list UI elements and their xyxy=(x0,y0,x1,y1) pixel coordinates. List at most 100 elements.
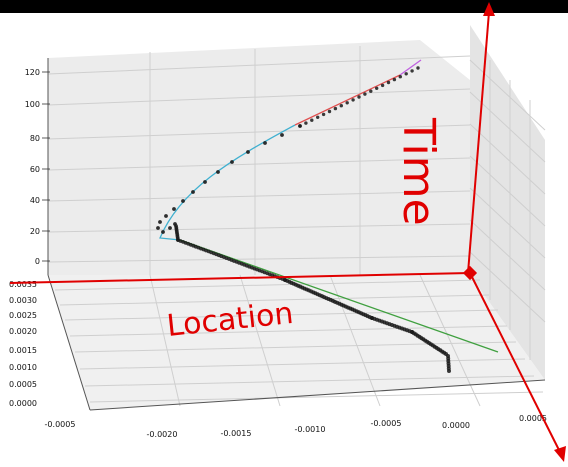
grid-h-3 xyxy=(47,157,471,171)
grid-r-4 xyxy=(469,187,546,259)
top-bar xyxy=(0,0,568,13)
location-axis-line xyxy=(9,272,471,284)
tick-label-y-2: 0.0025 xyxy=(9,311,37,320)
grid-fv-2 xyxy=(329,274,381,407)
point-curve-7 xyxy=(191,190,195,194)
point-curve-12 xyxy=(156,226,160,230)
tick-label-time-2: 80 xyxy=(30,134,40,143)
point-curve-8 xyxy=(181,199,185,203)
point-upper-10 xyxy=(357,95,361,99)
tick-label-x-1: -0.0020 xyxy=(147,430,178,439)
time-axis-arrow-line xyxy=(467,11,490,274)
time-axis-arrowhead xyxy=(483,2,495,16)
grid-h-1 xyxy=(47,88,471,106)
tick-label-y-3: 0.0020 xyxy=(9,327,37,336)
grid-r-3 xyxy=(469,155,546,227)
point-upper-0 xyxy=(416,66,420,70)
tick-labels: 120 100 80 60 40 20 0 0.0035 0.0030 0.0025 0.0020 0… xyxy=(9,68,547,439)
gridlines xyxy=(47,46,546,411)
point-tail-6 xyxy=(447,369,451,373)
point-upper-7 xyxy=(375,86,379,91)
fit-line-magenta xyxy=(399,59,422,76)
data-points xyxy=(156,66,451,373)
point-upper-3 xyxy=(398,75,402,79)
tick-label-y-1: 0.0030 xyxy=(9,296,37,305)
point-upper-12 xyxy=(345,101,349,105)
tick-label-time-5: 20 xyxy=(30,227,40,236)
fit-line-red xyxy=(294,74,401,126)
tick-label-time-3: 60 xyxy=(30,165,40,174)
x-axis-edge xyxy=(89,379,546,411)
grid-f-2 xyxy=(64,309,499,321)
point-upper-11 xyxy=(351,98,355,102)
point-upper-8 xyxy=(369,89,373,93)
point-curve-1 xyxy=(280,133,284,137)
point-upper-17 xyxy=(316,115,320,120)
point-upper-1 xyxy=(410,69,414,73)
grid-f-1 xyxy=(59,294,490,306)
point-curve-6 xyxy=(203,180,207,184)
tick-label-x-3: -0.0010 xyxy=(295,425,326,434)
point-curve-5 xyxy=(216,170,220,174)
fit-line-green xyxy=(179,239,499,353)
depth-axis-arrowhead xyxy=(554,446,566,462)
grid-r-5 xyxy=(469,219,546,291)
point-curve-0 xyxy=(298,124,302,128)
tick-label-y-5: 0.0010 xyxy=(9,363,37,372)
grid-h-6 xyxy=(47,255,471,263)
grid-fv-1 xyxy=(239,274,281,407)
point-upper-5 xyxy=(386,80,391,85)
back-pane xyxy=(48,40,545,380)
grid-r-0 xyxy=(469,59,546,131)
tick-label-y-4: 0.0015 xyxy=(9,346,37,355)
point-upper-2 xyxy=(404,72,408,76)
origin-marker xyxy=(462,265,478,281)
y-axis-edge xyxy=(47,274,91,411)
point-curve-10 xyxy=(164,214,168,218)
point-curve-4 xyxy=(230,160,234,164)
grid-f-3 xyxy=(69,325,508,337)
point-curve-11 xyxy=(158,220,162,224)
point-curve-14 xyxy=(168,226,172,230)
grid-r-6 xyxy=(469,251,546,323)
point-upper-14 xyxy=(333,106,338,111)
point-upper-4 xyxy=(392,77,397,82)
point-upper-6 xyxy=(380,83,385,88)
tick-label-time-4: 40 xyxy=(30,196,40,205)
grid-f-4 xyxy=(74,341,517,353)
tick-label-y-7: 0.0000 xyxy=(9,399,37,408)
right-pane xyxy=(470,25,545,380)
time-annotation: Time xyxy=(393,117,444,226)
grid-h-0 xyxy=(47,55,471,75)
point-curve-2 xyxy=(263,141,267,145)
point-upper-9 xyxy=(363,92,367,96)
point-upper-19 xyxy=(304,121,308,125)
point-upper-13 xyxy=(339,104,343,108)
grid-f-7 xyxy=(89,391,544,403)
grid-f-0 xyxy=(54,279,481,291)
floor-pane xyxy=(48,275,545,410)
grid-f-5 xyxy=(79,358,526,370)
tick-label-time-1: 100 xyxy=(25,100,40,109)
point-curve-13 xyxy=(161,230,165,234)
point-curve-3 xyxy=(246,150,250,154)
tick-label-x-4: -0.0005 xyxy=(371,419,402,428)
point-upper-16 xyxy=(321,112,326,117)
grid-h-2 xyxy=(47,124,471,140)
grid-h-4 xyxy=(47,190,471,202)
point-curve-9 xyxy=(172,207,176,211)
point-upper-15 xyxy=(327,109,332,114)
tick-label-y-0: 0.0035 xyxy=(9,280,37,289)
tick-label-x-5: 0.0000 xyxy=(442,421,470,430)
tick-label-x-2: -0.0015 xyxy=(221,429,252,438)
tick-label-y-6: 0.0005 xyxy=(9,380,37,389)
depth-axis-line xyxy=(469,272,561,453)
tick-label-time-6: 0 xyxy=(35,257,40,266)
grid-fv-0 xyxy=(149,274,181,407)
point-upper-18 xyxy=(310,118,314,122)
tick-label-time-0: 120 xyxy=(25,68,40,77)
grid-f-6 xyxy=(84,375,535,387)
grid-h-5 xyxy=(47,223,471,233)
tick-label-x-0: -0.0005 xyxy=(45,420,76,429)
